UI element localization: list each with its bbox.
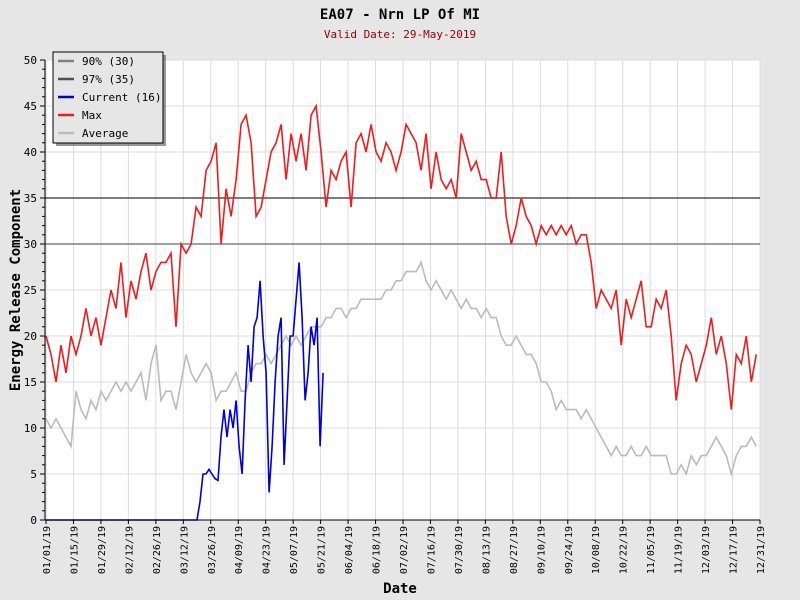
x-tick-label: 07/02/19: [399, 526, 410, 574]
x-tick-label: 12/17/19: [729, 526, 740, 574]
legend-label: 97% (35): [82, 73, 135, 86]
x-tick-label: 10/22/19: [619, 526, 630, 574]
x-tick-label: 01/29/19: [97, 526, 108, 574]
threshold-lines: [45, 197, 760, 245]
chart-subtitle: Valid Date: 29-May-2019: [324, 28, 476, 41]
y-tick-label: 35: [24, 192, 37, 205]
legend-label: 90% (30): [82, 55, 135, 68]
y-tick-label: 25: [24, 284, 37, 297]
x-tick-label: 06/04/19: [344, 526, 355, 574]
x-tick-label: 03/26/19: [207, 526, 218, 574]
chart-title: EA07 - Nrn LP Of MI: [320, 7, 480, 23]
y-tick-label: 15: [24, 376, 37, 389]
legend: 90% (30) 97% (35) Current (16) Max Average: [52, 51, 166, 146]
series-line-average: [45, 260, 758, 478]
x-tick-label: 09/10/19: [536, 526, 547, 574]
x-tick-label: 02/26/19: [152, 526, 163, 574]
grid: [45, 59, 761, 521]
series-lines: [45, 103, 758, 521]
y-tick-label: 50: [24, 54, 37, 67]
x-tick-label: 09/24/19: [564, 526, 575, 574]
series-line-max: [45, 103, 758, 410]
x-tick-label: 12/31/19: [756, 526, 767, 574]
x-tick-label: 08/13/19: [481, 526, 492, 574]
y-tick-label: 45: [24, 100, 37, 113]
x-tick-label: 03/12/19: [179, 526, 190, 574]
y-tick-label: 40: [24, 146, 37, 159]
x-tick-label: 05/21/19: [317, 526, 328, 574]
x-tick-label: 05/07/19: [289, 526, 300, 574]
x-tick-label: 11/05/19: [646, 526, 657, 574]
x-tick-label: 11/19/19: [674, 526, 685, 574]
y-axis-label: Energy Release Component: [8, 189, 24, 391]
x-tick-label: 10/08/19: [591, 526, 602, 574]
legend-label: Average: [82, 127, 128, 140]
x-tick-label: 02/12/19: [124, 526, 135, 574]
x-tick-label: 06/18/19: [372, 526, 383, 574]
x-tick-label: 01/15/19: [69, 526, 80, 574]
y-tick-label: 20: [24, 330, 37, 343]
y-tick-label: 30: [24, 238, 37, 251]
y-tick-label: 5: [30, 468, 37, 481]
x-tick-label: 12/03/19: [701, 526, 712, 574]
x-tick-label: 01/01/19: [42, 526, 53, 574]
x-tick-label: 04/09/19: [234, 526, 245, 574]
y-tick-label: 0: [30, 514, 37, 527]
x-tick-label: 04/23/19: [262, 526, 273, 574]
axes: 0 5 10 15 20 25 30 35 40 45 50 01/01/19 01/15/19 01/2…: [24, 54, 767, 574]
x-tick-label: 07/16/19: [426, 526, 437, 574]
x-tick-label: 07/30/19: [454, 526, 465, 574]
legend-label: Current (16): [82, 91, 161, 104]
x-axis-label: Date: [383, 581, 417, 597]
legend-label: Max: [82, 109, 102, 122]
series-line-current: [46, 262, 324, 521]
y-tick-label: 10: [24, 422, 37, 435]
x-tick-label: 08/27/19: [509, 526, 520, 574]
